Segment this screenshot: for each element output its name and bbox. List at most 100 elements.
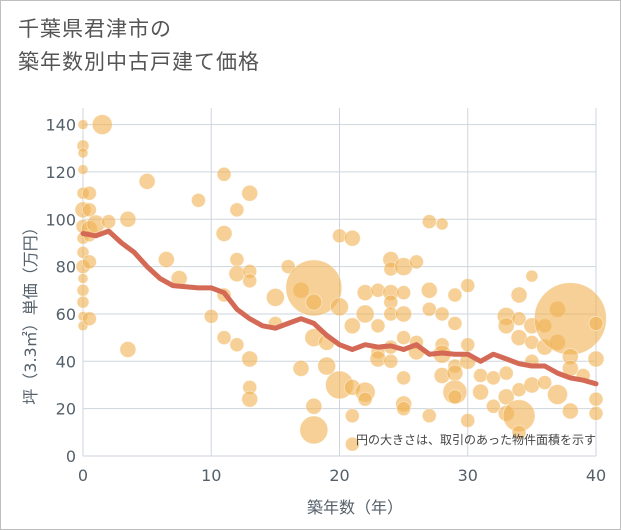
data-bubble — [460, 278, 476, 293]
data-bubble — [588, 391, 604, 407]
data-bubble — [344, 436, 360, 452]
data-bubble — [460, 413, 476, 428]
data-bubble — [242, 273, 258, 289]
data-bubble — [447, 287, 463, 303]
title-line-2: 築年数別中古戸建て価格 — [18, 50, 260, 74]
data-bubble — [356, 284, 374, 302]
data-bubble — [241, 390, 259, 408]
data-bubble — [537, 375, 553, 391]
data-bubble — [305, 397, 323, 415]
data-bubble — [472, 383, 489, 401]
data-bubble — [498, 365, 514, 381]
data-bubble — [330, 297, 349, 317]
data-bubble — [265, 287, 285, 307]
y-tick-label: 100 — [45, 210, 76, 229]
data-bubble — [82, 185, 97, 201]
data-bubble — [299, 415, 329, 445]
data-bubble — [396, 370, 412, 386]
data-bubble — [460, 337, 476, 353]
data-bubble — [82, 311, 97, 327]
trend-line — [80, 228, 599, 387]
x-tick-label: 10 — [201, 466, 221, 485]
data-bubble — [285, 259, 343, 317]
data-bubble — [511, 311, 527, 327]
data-bubble — [203, 308, 219, 324]
data-bubble — [421, 408, 437, 424]
data-bubble — [447, 389, 463, 405]
data-bubble — [82, 254, 97, 270]
x-tick-label: 20 — [329, 466, 349, 485]
data-bubble — [409, 254, 424, 270]
data-bubble — [396, 330, 412, 346]
data-bubble — [434, 306, 450, 322]
y-tick-label: 120 — [45, 163, 76, 182]
y-tick-label: 20 — [56, 400, 76, 419]
x-tick-label: 30 — [458, 466, 478, 485]
data-bubble — [77, 119, 89, 130]
data-bubble — [435, 217, 449, 231]
data-bubble — [344, 408, 360, 424]
data-bubble — [497, 388, 515, 406]
data-bubble — [317, 356, 337, 376]
y-tick-label: 0 — [66, 447, 76, 466]
data-bubble — [77, 147, 89, 159]
x-axis-label: 築年数（年） — [307, 498, 403, 517]
x-tick-label: 40 — [586, 466, 606, 485]
data-bubble — [369, 350, 387, 368]
data-bubble — [510, 286, 528, 304]
data-bubble — [157, 251, 175, 268]
y-axis-label: 坪（3.3㎡）単価（万円） — [21, 219, 40, 404]
data-bubble — [76, 283, 90, 297]
data-bubble — [119, 341, 137, 358]
data-bubble — [485, 398, 501, 414]
data-bubble — [191, 192, 206, 208]
chart-title: 千葉県君津市の 築年数別中古戸建て価格 — [18, 13, 260, 79]
data-bubble — [587, 350, 605, 368]
data-bubble — [485, 370, 501, 386]
data-bubble — [241, 350, 259, 368]
data-bubble — [229, 337, 245, 353]
data-bubble — [547, 384, 568, 405]
data-bubble — [511, 424, 527, 440]
data-bubble — [343, 317, 361, 335]
data-bubble — [119, 210, 137, 228]
y-tick-label: 40 — [56, 352, 76, 371]
data-bubble — [91, 114, 113, 135]
data-bubble — [77, 164, 89, 175]
data-bubble — [420, 281, 438, 299]
data-bubble — [101, 214, 117, 230]
data-bubble — [447, 316, 463, 331]
data-bubble — [76, 295, 90, 309]
bubble-points — [74, 114, 607, 452]
data-bubble — [77, 273, 89, 284]
data-bubble — [138, 172, 156, 190]
data-bubble — [343, 229, 361, 247]
data-bubble — [421, 214, 437, 230]
x-tick-label: 0 — [78, 466, 88, 485]
y-tick-label: 80 — [56, 258, 76, 277]
data-bubble — [588, 316, 604, 331]
data-bubble — [383, 353, 399, 369]
data-bubble — [473, 368, 488, 383]
data-bubble — [370, 318, 386, 334]
data-bubble — [216, 330, 232, 346]
title-line-1: 千葉県君津市の — [18, 17, 172, 41]
data-bubble — [396, 401, 412, 417]
data-bubble — [355, 304, 375, 324]
data-bubble — [396, 285, 412, 301]
data-bubble — [215, 225, 233, 242]
data-bubble — [497, 317, 515, 335]
y-tick-label: 60 — [56, 305, 76, 324]
bubble-size-note: 円の大きさは、取引のあった物件面積を示す — [356, 432, 596, 447]
data-bubble — [216, 166, 232, 182]
data-bubble — [588, 405, 604, 421]
y-tick-label: 140 — [45, 116, 76, 135]
data-bubble — [446, 364, 464, 382]
axis-ticks: 0 10 20 30 40 0 20 40 60 80 100 120 140 — [45, 116, 606, 485]
data-bubble — [561, 402, 579, 420]
data-bubble — [523, 376, 541, 394]
data-bubble — [357, 391, 373, 407]
data-bubble — [229, 252, 245, 267]
data-bubble — [305, 293, 323, 311]
